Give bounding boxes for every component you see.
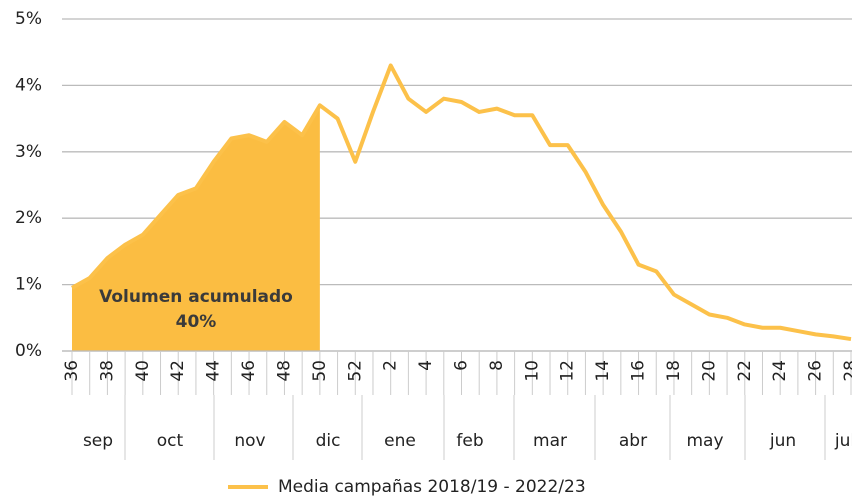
x-tick-label: 42	[168, 360, 188, 382]
y-tick-label: 1%	[15, 275, 42, 295]
x-tick-label: 6	[452, 360, 472, 371]
month-label: jun	[769, 431, 796, 451]
annotation: 40%	[176, 312, 217, 332]
y-tick-label: 3%	[15, 142, 42, 162]
month-label: sep	[83, 431, 113, 451]
month-label: may	[686, 431, 723, 451]
x-tick-label: 18	[664, 360, 684, 382]
x-tick-label: 46	[239, 360, 259, 382]
x-tick-label: 12	[558, 360, 578, 382]
x-tick-label: 38	[97, 360, 117, 382]
line	[71, 63, 852, 342]
x-tick-label: 28	[841, 360, 852, 382]
x-tick-label: 48	[274, 360, 294, 382]
x-tick-label: 52	[345, 360, 365, 382]
month-label: feb	[456, 431, 483, 451]
x-tick-label: 44	[204, 360, 224, 382]
x-tick-label: 22	[735, 360, 755, 382]
month-label: dic	[316, 431, 341, 451]
y-tick-label: 4%	[15, 75, 42, 95]
x-tick-label: 26	[806, 360, 826, 382]
x-tick-label: 40	[133, 360, 153, 382]
y-tick-label: 5%	[15, 9, 42, 29]
annotation: Volumen acumulado	[99, 287, 293, 307]
x-tick-label: 14	[593, 360, 613, 382]
x-tick-label: 20	[699, 360, 719, 382]
month-label: jul	[834, 431, 852, 451]
x-tick-label: 4	[416, 360, 436, 371]
x-tick-label: 2	[381, 360, 401, 371]
legend-label: Media campañas 2018/19 - 2022/23	[278, 477, 586, 497]
x-tick-label: 16	[629, 360, 649, 382]
month-label: ene	[384, 431, 416, 451]
x-tick-label: 24	[770, 360, 790, 382]
month-label: mar	[533, 431, 567, 451]
x-tick-label: 36	[62, 360, 82, 382]
y-tick-label: 2%	[15, 208, 42, 228]
month-label: nov	[234, 431, 265, 451]
x-tick-label: 50	[310, 360, 330, 382]
x-tick-label: 10	[522, 360, 542, 382]
x-tick-label: 8	[487, 360, 507, 371]
y-tick-label: 0%	[15, 341, 42, 361]
area	[72, 105, 320, 351]
month-label: oct	[157, 431, 184, 451]
month-label: abr	[619, 431, 647, 451]
